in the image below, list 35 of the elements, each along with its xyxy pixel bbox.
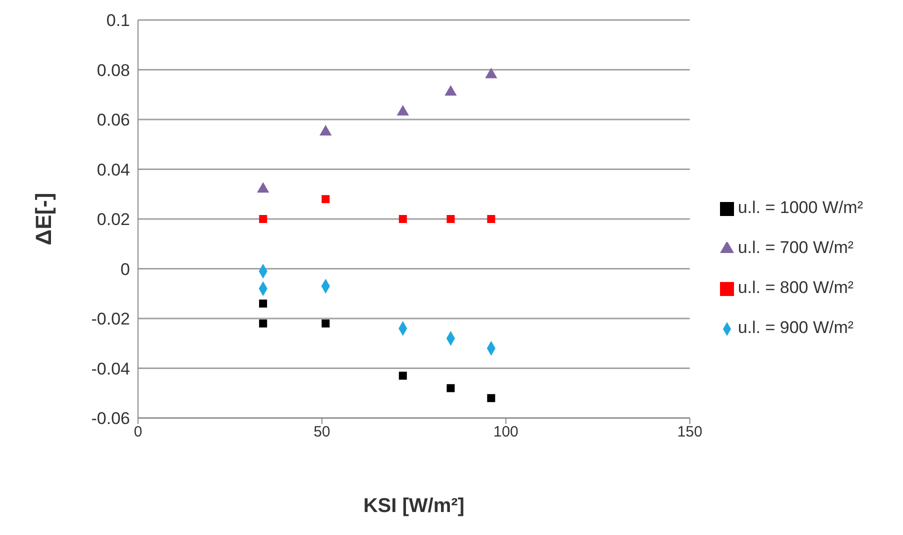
y-tick-label: -0.02: [91, 310, 130, 329]
point: [487, 394, 496, 402]
y-tick-label: -0.04: [91, 359, 130, 378]
legend-label: u.l. = 1000 W/m²: [738, 198, 863, 217]
y-tick-label: 0.06: [96, 110, 130, 130]
point: [320, 124, 332, 136]
y-tick-label: 0.08: [96, 60, 130, 80]
point: [259, 300, 268, 308]
y-tick-label: 0: [120, 260, 130, 279]
x-tick-label: 0: [134, 424, 142, 441]
y-axis-title: ΔE[-]: [30, 192, 56, 246]
point: [257, 182, 270, 193]
x-axis-title: KSI [W/m²]: [363, 495, 464, 518]
y-tick-label: -0.06: [91, 409, 130, 428]
point: [396, 105, 409, 116]
point: [259, 319, 268, 328]
point: [398, 215, 407, 223]
legend-label: u.l. = 800 W/m²: [738, 278, 854, 297]
point: [322, 319, 330, 328]
y-tick-label: 0.04: [96, 160, 130, 180]
point: [259, 215, 268, 223]
x-tick-label: 150: [677, 424, 702, 441]
x-tick-label: 50: [314, 424, 330, 441]
legend-label: u.l. = 900 W/m²: [738, 318, 854, 337]
point: [446, 384, 455, 392]
legend-label: u.l. = 700 W/m²: [738, 238, 854, 257]
x-tick-label: 100: [493, 424, 518, 441]
y-tick-label: 0.02: [96, 210, 130, 230]
point: [446, 215, 455, 223]
point: [444, 85, 457, 96]
point: [485, 68, 498, 78]
point: [322, 195, 330, 204]
point: [487, 215, 496, 223]
y-tick-label: 0.1: [106, 11, 130, 30]
point: [398, 372, 407, 380]
